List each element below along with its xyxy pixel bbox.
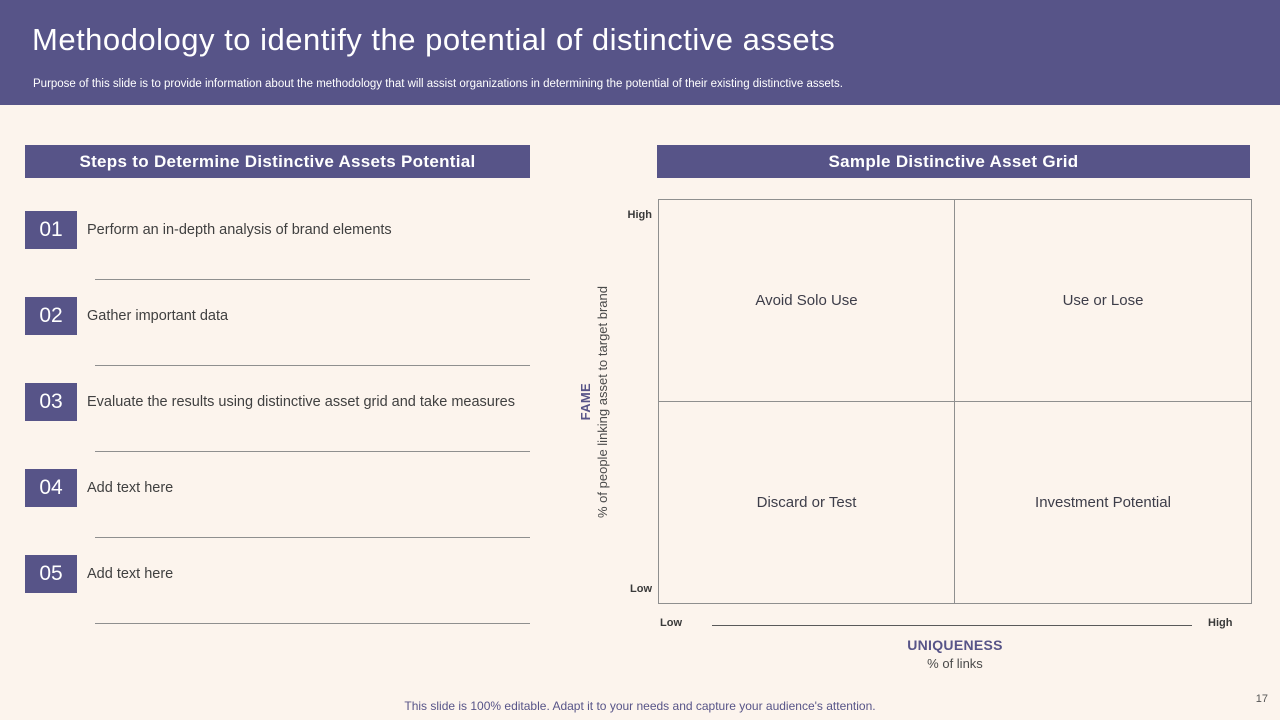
step-number-badge: 03	[25, 383, 77, 421]
step-item: 02 Gather important data	[25, 280, 530, 366]
x-axis-title: UNIQUENESS	[907, 637, 1003, 653]
step-divider	[95, 537, 530, 538]
step-text: Add text here	[87, 480, 174, 496]
step-divider	[95, 365, 530, 366]
x-axis-high-label: High	[1208, 617, 1233, 629]
step-text: Evaluate the results using distinctive a…	[87, 394, 515, 410]
y-axis-low-label: Low	[630, 583, 652, 595]
footer-note: This slide is 100% editable. Adapt it to…	[404, 699, 876, 713]
quadrant-use-or-lose: Use or Lose	[955, 200, 1251, 402]
step-item: 05 Add text here	[25, 538, 530, 624]
step-row: 03 Evaluate the results using distinctiv…	[25, 383, 515, 421]
step-item: 03 Evaluate the results using distinctiv…	[25, 366, 530, 452]
step-text: Gather important data	[87, 308, 229, 324]
step-number-badge: 04	[25, 469, 77, 507]
step-number-badge: 02	[25, 297, 77, 335]
step-divider	[95, 451, 530, 452]
header-banner: Methodology to identify the potential of…	[0, 0, 1280, 105]
x-axis-subtitle: % of links	[927, 656, 983, 671]
grid-panel-title: Sample Distinctive Asset Grid	[657, 145, 1250, 178]
y-axis-high-label: High	[627, 209, 652, 221]
step-text: Perform an in-depth analysis of brand el…	[87, 222, 392, 238]
step-item: 01 Perform an in-depth analysis of brand…	[25, 194, 530, 280]
page-number: 17	[1255, 693, 1268, 705]
quadrant-avoid-solo-use: Avoid Solo Use	[659, 200, 955, 402]
steps-list: 01 Perform an in-depth analysis of brand…	[25, 194, 530, 624]
step-row: 05 Add text here	[25, 555, 173, 593]
quadrant-investment-potential: Investment Potential	[1035, 493, 1171, 511]
step-row: 02 Gather important data	[25, 297, 228, 335]
page-subtitle: Purpose of this slide is to provide info…	[33, 78, 843, 90]
step-row: 01 Perform an in-depth analysis of brand…	[25, 211, 392, 249]
y-axis-title-group: FAME % of people linking asset to target…	[578, 199, 610, 604]
step-number-badge: 05	[25, 555, 77, 593]
asset-grid-matrix: Avoid Solo Use Use or Lose Discard or Te…	[658, 199, 1252, 604]
step-text: Add text here	[87, 566, 174, 582]
y-axis-title: FAME	[578, 382, 593, 421]
y-axis-subtitle: % of people linking asset to target bran…	[595, 285, 610, 518]
step-row: 04 Add text here	[25, 469, 173, 507]
step-number-badge: 01	[25, 211, 77, 249]
page-title: Methodology to identify the potential of…	[32, 22, 836, 57]
step-item: 04 Add text here	[25, 452, 530, 538]
steps-panel-title: Steps to Determine Distinctive Assets Po…	[25, 145, 530, 178]
step-divider	[95, 279, 530, 280]
x-axis-line	[712, 625, 1192, 626]
quadrant-discard-or-test: Discard or Test	[659, 401, 955, 603]
step-divider	[95, 623, 530, 624]
x-axis-low-label: Low	[660, 617, 682, 629]
